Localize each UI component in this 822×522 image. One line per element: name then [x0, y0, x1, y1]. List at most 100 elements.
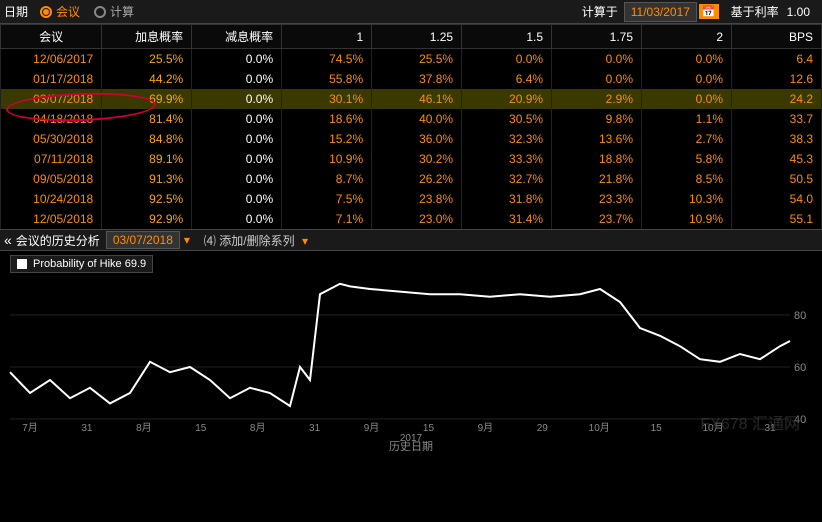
- table-cell: 0.0%: [642, 89, 732, 109]
- table-cell: 18.6%: [282, 109, 372, 129]
- based-value: 1.00: [787, 5, 810, 19]
- legend-swatch: [17, 259, 27, 269]
- chart-area: Probability of Hike 69.9 4060807月318月158…: [0, 251, 822, 451]
- table-cell: 01/17/2018: [1, 69, 102, 89]
- radio-meeting[interactable]: 会议: [40, 3, 80, 20]
- based-label: 基于利率: [731, 3, 779, 20]
- calendar-icon[interactable]: 📅: [699, 4, 719, 19]
- svg-text:8月: 8月: [250, 422, 266, 434]
- chevron-down-icon[interactable]: ▾: [180, 233, 194, 247]
- table-cell: 8.7%: [282, 169, 372, 189]
- table-header: 1.5: [462, 25, 552, 49]
- svg-text:9月: 9月: [478, 422, 494, 434]
- table-cell: 69.9%: [102, 89, 192, 109]
- table-cell: 50.5: [732, 169, 822, 189]
- table-row[interactable]: 12/06/201725.5%0.0%74.5%25.5%0.0%0.0%0.0…: [1, 49, 822, 70]
- table-cell: 10/24/2018: [1, 189, 102, 209]
- table-cell: 92.9%: [102, 209, 192, 229]
- series-label: 添加/删除系列: [219, 234, 294, 248]
- table-cell: 92.5%: [102, 189, 192, 209]
- table-cell: 23.0%: [372, 209, 462, 229]
- table-cell: 24.2: [732, 89, 822, 109]
- svg-text:9月: 9月: [364, 422, 380, 434]
- table-row[interactable]: 01/17/201844.2%0.0%55.8%37.8%6.4%0.0%0.0…: [1, 69, 822, 89]
- table-cell: 33.7: [732, 109, 822, 129]
- table-cell: 37.8%: [372, 69, 462, 89]
- table-cell: 55.1: [732, 209, 822, 229]
- table-cell: 07/11/2018: [1, 149, 102, 169]
- table-cell: 0.0%: [192, 169, 282, 189]
- table-cell: 0.0%: [192, 69, 282, 89]
- table-header: 2: [642, 25, 732, 49]
- table-cell: 0.0%: [192, 49, 282, 70]
- table-cell: 05/30/2018: [1, 129, 102, 149]
- table-cell: 54.0: [732, 189, 822, 209]
- table-cell: 12/05/2018: [1, 209, 102, 229]
- table-cell: 0.0%: [642, 69, 732, 89]
- table-cell: 91.3%: [102, 169, 192, 189]
- add-remove-series-button[interactable]: ⑷ 添加/删除系列 ▾: [204, 232, 312, 249]
- table-row[interactable]: 05/30/201884.8%0.0%15.2%36.0%32.3%13.6%2…: [1, 129, 822, 149]
- table-wrap: 会议加息概率减息概率11.251.51.752BPS 12/06/201725.…: [0, 24, 822, 229]
- svg-text:10月: 10月: [589, 422, 610, 434]
- collapse-icon[interactable]: «: [4, 232, 12, 248]
- table-cell: 0.0%: [192, 109, 282, 129]
- table-cell: 04/18/2018: [1, 109, 102, 129]
- table-cell: 23.3%: [552, 189, 642, 209]
- table-cell: 0.0%: [192, 149, 282, 169]
- table-row[interactable]: 09/05/201891.3%0.0%8.7%26.2%32.7%21.8%8.…: [1, 169, 822, 189]
- calc-date-input[interactable]: 11/03/2017: [624, 2, 697, 22]
- table-row[interactable]: 10/24/201892.5%0.0%7.5%23.8%31.8%23.3%10…: [1, 189, 822, 209]
- table-row[interactable]: 03/07/201869.9%0.0%30.1%46.1%20.9%2.9%0.…: [1, 89, 822, 109]
- table-cell: 0.0%: [192, 209, 282, 229]
- table-cell: 23.8%: [372, 189, 462, 209]
- table-cell: 81.4%: [102, 109, 192, 129]
- table-cell: 89.1%: [102, 149, 192, 169]
- table-cell: 21.8%: [552, 169, 642, 189]
- radio-meeting-label: 会议: [56, 3, 80, 20]
- table-cell: 18.8%: [552, 149, 642, 169]
- table-cell: 6.4%: [462, 69, 552, 89]
- table-cell: 15.2%: [282, 129, 372, 149]
- svg-text:8月: 8月: [136, 422, 152, 434]
- table-cell: 36.0%: [372, 129, 462, 149]
- table-cell: 1.1%: [642, 109, 732, 129]
- table-cell: 45.3: [732, 149, 822, 169]
- table-cell: 2.7%: [642, 129, 732, 149]
- table-cell: 7.5%: [282, 189, 372, 209]
- table-row[interactable]: 04/18/201881.4%0.0%18.6%40.0%30.5%9.8%1.…: [1, 109, 822, 129]
- table-cell: 0.0%: [462, 49, 552, 70]
- svg-text:7月: 7月: [22, 422, 38, 434]
- table-cell: 33.3%: [462, 149, 552, 169]
- table-header: 会议: [1, 25, 102, 49]
- hist-date-input[interactable]: 03/07/2018: [106, 231, 180, 249]
- table-cell: 32.7%: [462, 169, 552, 189]
- table-cell: 10.3%: [642, 189, 732, 209]
- table-cell: 23.7%: [552, 209, 642, 229]
- table-cell: 10.9%: [642, 209, 732, 229]
- chart-svg: 4060807月318月158月319月159月2910月1510月312017…: [0, 251, 822, 451]
- table-cell: 30.2%: [372, 149, 462, 169]
- table-cell: 8.5%: [642, 169, 732, 189]
- svg-text:15: 15: [651, 423, 663, 434]
- table-cell: 25.5%: [372, 49, 462, 70]
- table-header: 1.25: [372, 25, 462, 49]
- radio-calc[interactable]: 计算: [94, 3, 134, 20]
- svg-text:29: 29: [537, 423, 549, 434]
- table-row[interactable]: 07/11/201889.1%0.0%10.9%30.2%33.3%18.8%5…: [1, 149, 822, 169]
- legend-text: Probability of Hike 69.9: [33, 258, 146, 270]
- table-cell: 03/07/2018: [1, 89, 102, 109]
- table-cell: 55.8%: [282, 69, 372, 89]
- table-cell: 0.0%: [552, 49, 642, 70]
- table-cell: 12.6: [732, 69, 822, 89]
- calc-to-label: 计算于: [582, 3, 618, 20]
- table-cell: 38.3: [732, 129, 822, 149]
- svg-text:31: 31: [309, 423, 321, 434]
- svg-text:FX678 汇通网: FX678 汇通网: [700, 415, 800, 433]
- radio-icon: [40, 6, 52, 18]
- table-row[interactable]: 12/05/201892.9%0.0%7.1%23.0%31.4%23.7%10…: [1, 209, 822, 229]
- table-cell: 0.0%: [192, 189, 282, 209]
- svg-text:15: 15: [195, 423, 207, 434]
- table-header: 1: [282, 25, 372, 49]
- series-icon: ⑷: [204, 234, 216, 248]
